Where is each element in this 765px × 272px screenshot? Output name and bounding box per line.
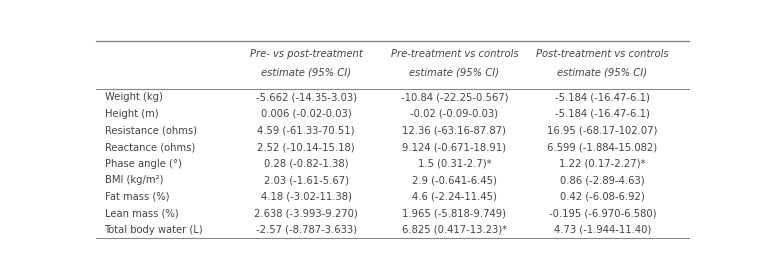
Text: Reactance (ohms): Reactance (ohms) xyxy=(105,142,195,152)
Text: 6.599 (-1.884-15.082): 6.599 (-1.884-15.082) xyxy=(548,142,658,152)
Text: Height (m): Height (m) xyxy=(105,109,158,119)
Text: estimate (95% CI): estimate (95% CI) xyxy=(558,67,648,78)
Text: Weight (kg): Weight (kg) xyxy=(105,92,162,103)
Text: 2.03 (-1.61-5.67): 2.03 (-1.61-5.67) xyxy=(264,175,349,185)
Text: 4.6 (-2.24-11.45): 4.6 (-2.24-11.45) xyxy=(412,191,496,202)
Text: -5.662 (-14.35-3.03): -5.662 (-14.35-3.03) xyxy=(256,92,356,103)
Text: 0.006 (-0.02-0.03): 0.006 (-0.02-0.03) xyxy=(261,109,351,119)
Text: -5.184 (-16.47-6.1): -5.184 (-16.47-6.1) xyxy=(555,109,650,119)
Text: 12.36 (-63.16-87.87): 12.36 (-63.16-87.87) xyxy=(402,125,506,135)
Text: Fat mass (%): Fat mass (%) xyxy=(105,191,169,202)
Text: 1.965 (-5.818-9.749): 1.965 (-5.818-9.749) xyxy=(402,208,506,218)
Text: 6.825 (0.417-13.23)*: 6.825 (0.417-13.23)* xyxy=(402,225,507,235)
Text: estimate (95% CI): estimate (95% CI) xyxy=(261,67,351,78)
Text: Lean mass (%): Lean mass (%) xyxy=(105,208,178,218)
Text: Total body water (L): Total body water (L) xyxy=(105,225,203,235)
Text: 0.86 (-2.89-4.63): 0.86 (-2.89-4.63) xyxy=(560,175,645,185)
Text: -0.02 (-0.09-0.03): -0.02 (-0.09-0.03) xyxy=(410,109,498,119)
Text: -0.195 (-6.970-6.580): -0.195 (-6.970-6.580) xyxy=(549,208,656,218)
Text: Post-treatment vs controls: Post-treatment vs controls xyxy=(536,49,669,58)
Text: 1.22 (0.17-2.27)*: 1.22 (0.17-2.27)* xyxy=(559,159,646,169)
Text: Phase angle (°): Phase angle (°) xyxy=(105,159,181,169)
Text: 2.52 (-10.14-15.18): 2.52 (-10.14-15.18) xyxy=(257,142,355,152)
Text: -5.184 (-16.47-6.1): -5.184 (-16.47-6.1) xyxy=(555,92,650,103)
Text: 0.42 (-6.08-6.92): 0.42 (-6.08-6.92) xyxy=(560,191,645,202)
Text: 2.638 (-3.993-9.270): 2.638 (-3.993-9.270) xyxy=(254,208,358,218)
Text: Resistance (ohms): Resistance (ohms) xyxy=(105,125,197,135)
Text: 0.28 (-0.82-1.38): 0.28 (-0.82-1.38) xyxy=(264,159,348,169)
Text: 1.5 (0.31-2.7)*: 1.5 (0.31-2.7)* xyxy=(418,159,491,169)
Text: BMI (kg/m²): BMI (kg/m²) xyxy=(105,175,163,185)
Text: Pre-treatment vs controls: Pre-treatment vs controls xyxy=(390,49,518,58)
Text: -10.84 (-22.25-0.567): -10.84 (-22.25-0.567) xyxy=(401,92,508,103)
Text: 2.9 (-0.641-6.45): 2.9 (-0.641-6.45) xyxy=(412,175,496,185)
Text: 4.73 (-1.944-11.40): 4.73 (-1.944-11.40) xyxy=(554,225,651,235)
Text: Pre- vs post-treatment: Pre- vs post-treatment xyxy=(249,49,363,58)
Text: 9.124 (-0.671-18.91): 9.124 (-0.671-18.91) xyxy=(402,142,506,152)
Text: 4.18 (-3.02-11.38): 4.18 (-3.02-11.38) xyxy=(261,191,352,202)
Text: 4.59 (-61.33-70.51): 4.59 (-61.33-70.51) xyxy=(257,125,355,135)
Text: -2.57 (-8.787-3.633): -2.57 (-8.787-3.633) xyxy=(256,225,356,235)
Text: estimate (95% CI): estimate (95% CI) xyxy=(409,67,500,78)
Text: 16.95 (-68.17-102.07): 16.95 (-68.17-102.07) xyxy=(547,125,658,135)
